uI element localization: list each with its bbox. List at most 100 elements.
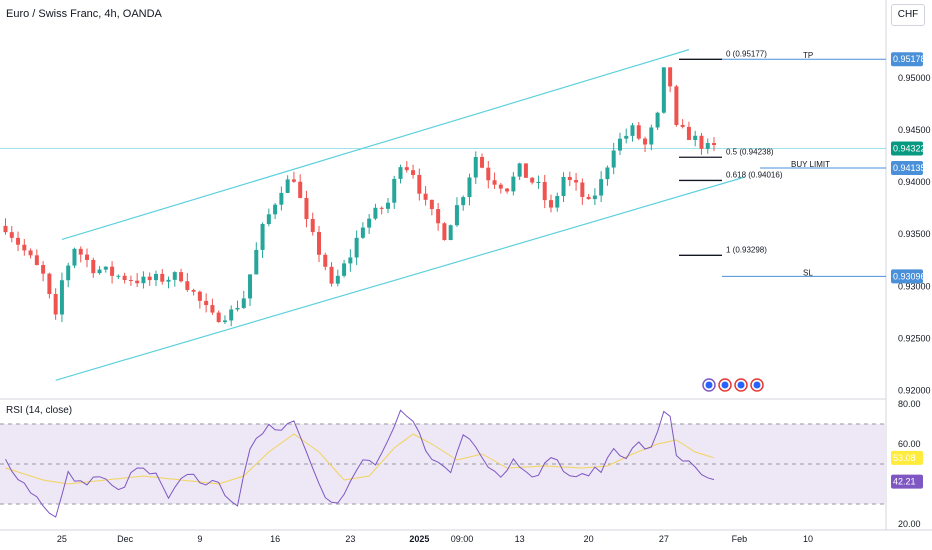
- price-tag-sl-bg: [891, 269, 923, 284]
- time-tick-label: 09:00: [451, 534, 474, 544]
- candle-body: [53, 294, 58, 315]
- event-marker-icon-inner: [721, 381, 729, 389]
- time-tick-label: 16: [270, 534, 280, 544]
- candle-body: [561, 176, 566, 196]
- candle-body: [22, 244, 27, 251]
- candle-body: [373, 207, 378, 219]
- price-tag-buy-limit: 0.94135: [893, 163, 926, 173]
- candle-body: [229, 309, 234, 321]
- candle-body: [235, 307, 240, 310]
- time-axis-layer: 25 Dec 9 16 23 2025 09:00 13 20 27 Feb 10: [57, 534, 813, 544]
- price-tick-label: 0.95000: [898, 73, 931, 83]
- time-tick-label: Dec: [117, 534, 134, 544]
- candle-body: [404, 167, 409, 171]
- candle-body: [348, 257, 353, 264]
- candle-body: [498, 184, 503, 189]
- candle-body: [310, 219, 315, 233]
- candle-body: [47, 273, 52, 295]
- candle-body: [367, 218, 372, 228]
- rsi-ma-line: [5, 433, 715, 485]
- candle-body: [567, 176, 572, 181]
- candle-body: [197, 291, 202, 301]
- time-tick-label: 13: [515, 534, 525, 544]
- price-tag-last: 0.94322: [893, 144, 926, 154]
- candle-body: [273, 204, 278, 215]
- candle-body: [586, 196, 591, 200]
- candle-body: [480, 156, 485, 168]
- candle-body: [555, 195, 560, 208]
- candle-body: [411, 170, 416, 175]
- candle-body: [530, 177, 535, 183]
- candle-body: [705, 143, 710, 149]
- candle-body: [16, 237, 21, 245]
- event-marker-icon-inner: [705, 381, 713, 389]
- candle-body: [429, 199, 434, 210]
- candle-body: [699, 135, 704, 149]
- candle-body: [442, 223, 447, 241]
- candle-body: [542, 182, 547, 201]
- event-marker-icon-inner: [753, 381, 761, 389]
- price-tag-last-bg: [891, 141, 923, 156]
- rsi-tag-value: 42.21: [893, 477, 916, 487]
- candle-body: [147, 276, 152, 281]
- candle-body: [335, 275, 340, 284]
- candle-body: [398, 167, 403, 179]
- candle-body: [342, 263, 347, 276]
- time-tick-label: 20: [584, 534, 594, 544]
- candle-body: [385, 202, 390, 209]
- price-tick-label: 0.93500: [898, 229, 931, 239]
- candle-body: [291, 179, 296, 182]
- candle-body: [674, 86, 679, 125]
- candle-body: [592, 195, 597, 200]
- candle-body: [34, 255, 39, 266]
- channel-upper-line: [61, 49, 690, 241]
- candle-body: [285, 179, 290, 193]
- fib-label-2: 0.618 (0.94016): [726, 170, 783, 179]
- candle-body: [712, 143, 717, 146]
- candle-body: [636, 125, 641, 139]
- price-axis-layer: 0.95000 0.94500 0.94000 0.93500 0.93000 0.925…: [891, 52, 931, 529]
- candle-body: [3, 225, 8, 233]
- candle-body: [693, 135, 698, 140]
- fib-label-1: 0.5 (0.94238): [726, 147, 774, 156]
- candle-body: [473, 156, 478, 178]
- candle-body: [360, 227, 365, 238]
- time-tick-label: 23: [345, 534, 355, 544]
- candle-body: [166, 279, 171, 282]
- candle-body: [216, 312, 221, 323]
- candle-body: [392, 178, 397, 203]
- candle-body: [153, 273, 158, 281]
- candle-body: [122, 275, 127, 280]
- candle-body: [317, 232, 321, 255]
- candle-body: [160, 273, 165, 282]
- candle-body: [329, 266, 334, 284]
- candle-body: [66, 265, 71, 281]
- candle-body: [517, 163, 522, 177]
- candle-body: [222, 320, 227, 323]
- candle-body: [536, 182, 541, 184]
- candle-body: [617, 138, 622, 151]
- candle-body: [454, 205, 459, 226]
- time-tick-label: 25: [57, 534, 67, 544]
- candle-body: [41, 265, 46, 274]
- candle-body: [185, 281, 190, 290]
- candle-body: [103, 266, 108, 270]
- rsi-line: [5, 409, 715, 518]
- rsi-tick-label: 20.00: [898, 519, 921, 529]
- currency-button[interactable]: CHF: [891, 4, 925, 26]
- rsi-tag-ma: 53.08: [893, 453, 916, 463]
- candle-body: [191, 289, 196, 292]
- candle-body: [260, 224, 265, 250]
- level-lines-layer: 0 (0.95177) 0.5 (0.94238) 0.618 (0.94016) 1…: [679, 49, 886, 277]
- candle-body: [78, 248, 83, 255]
- rsi-tag-value-bg: [891, 474, 923, 489]
- price-tick-label: 0.94500: [898, 125, 931, 135]
- level-label-tp: TP: [803, 51, 813, 60]
- candle-body: [59, 280, 64, 315]
- event-marker-icon-inner: [737, 381, 745, 389]
- candle-body: [680, 124, 685, 127]
- candle-body: [461, 197, 466, 206]
- candle-body: [91, 259, 96, 274]
- candle-body: [599, 179, 604, 196]
